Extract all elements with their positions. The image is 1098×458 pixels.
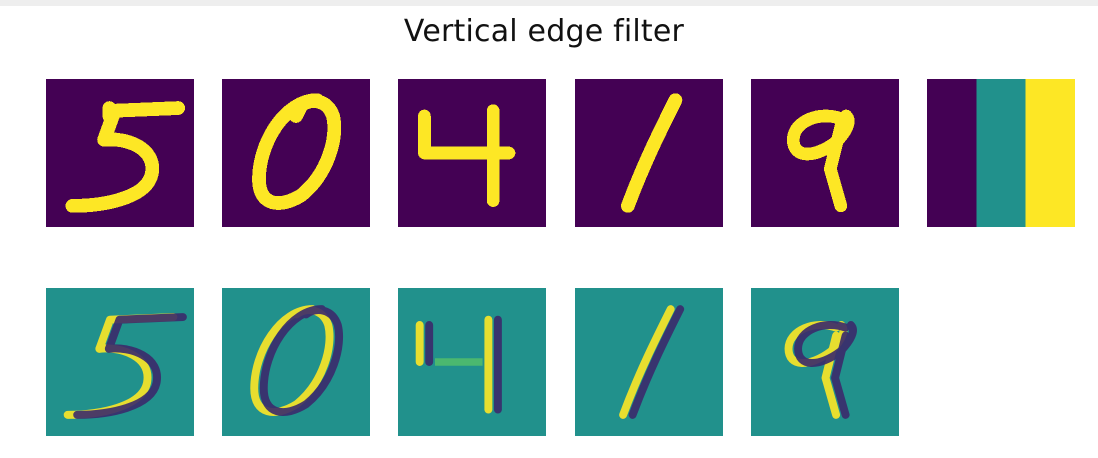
filtered-image-digit-4 bbox=[398, 288, 546, 436]
kernel-cell-high bbox=[1025, 79, 1075, 227]
edge-negative bbox=[831, 331, 850, 419]
output-panel-5 bbox=[751, 288, 899, 436]
input-panel-4 bbox=[575, 79, 723, 227]
figure-title: Vertical edge filter bbox=[403, 14, 685, 49]
output-panel-4 bbox=[575, 288, 723, 436]
filtered-image-digit-1 bbox=[575, 288, 723, 436]
output-panel-3 bbox=[398, 288, 546, 436]
edge-negative bbox=[794, 321, 857, 367]
digit-stroke bbox=[65, 132, 160, 213]
input-image-digit-1 bbox=[575, 79, 723, 227]
edge-positive bbox=[250, 305, 334, 416]
input-image-digit-0 bbox=[222, 79, 370, 227]
top-strip bbox=[0, 0, 1098, 6]
edge-negative bbox=[104, 313, 187, 353]
input-image-digit-5 bbox=[46, 79, 194, 227]
digit-stroke bbox=[823, 120, 848, 213]
input-panel-1 bbox=[46, 79, 194, 227]
input-image-digit-9 bbox=[751, 79, 899, 227]
digit-stroke bbox=[289, 98, 309, 123]
digit-stroke bbox=[418, 109, 516, 160]
kernel-image bbox=[927, 79, 1075, 227]
edge-positive bbox=[821, 331, 841, 419]
input-panel-2 bbox=[222, 79, 370, 227]
digit-stroke bbox=[252, 93, 342, 210]
input-panel-3 bbox=[398, 79, 546, 227]
filtered-image-digit-5 bbox=[46, 288, 194, 436]
kernel-cell-low bbox=[927, 79, 977, 227]
input-image-digit-4 bbox=[398, 79, 546, 227]
edge-negative bbox=[73, 344, 161, 419]
filtered-image-digit-9 bbox=[751, 288, 899, 436]
kernel-cell-mid bbox=[976, 79, 1026, 227]
edge-negative bbox=[259, 305, 343, 416]
kernel-panel bbox=[927, 79, 1075, 227]
input-panel-5 bbox=[751, 79, 899, 227]
output-panel-1 bbox=[46, 288, 194, 436]
edge-negative bbox=[628, 305, 685, 419]
output-panel-2 bbox=[222, 288, 370, 436]
digit-stroke bbox=[620, 93, 683, 213]
filtered-image-digit-0 bbox=[222, 288, 370, 436]
edge-positive bbox=[619, 305, 675, 419]
